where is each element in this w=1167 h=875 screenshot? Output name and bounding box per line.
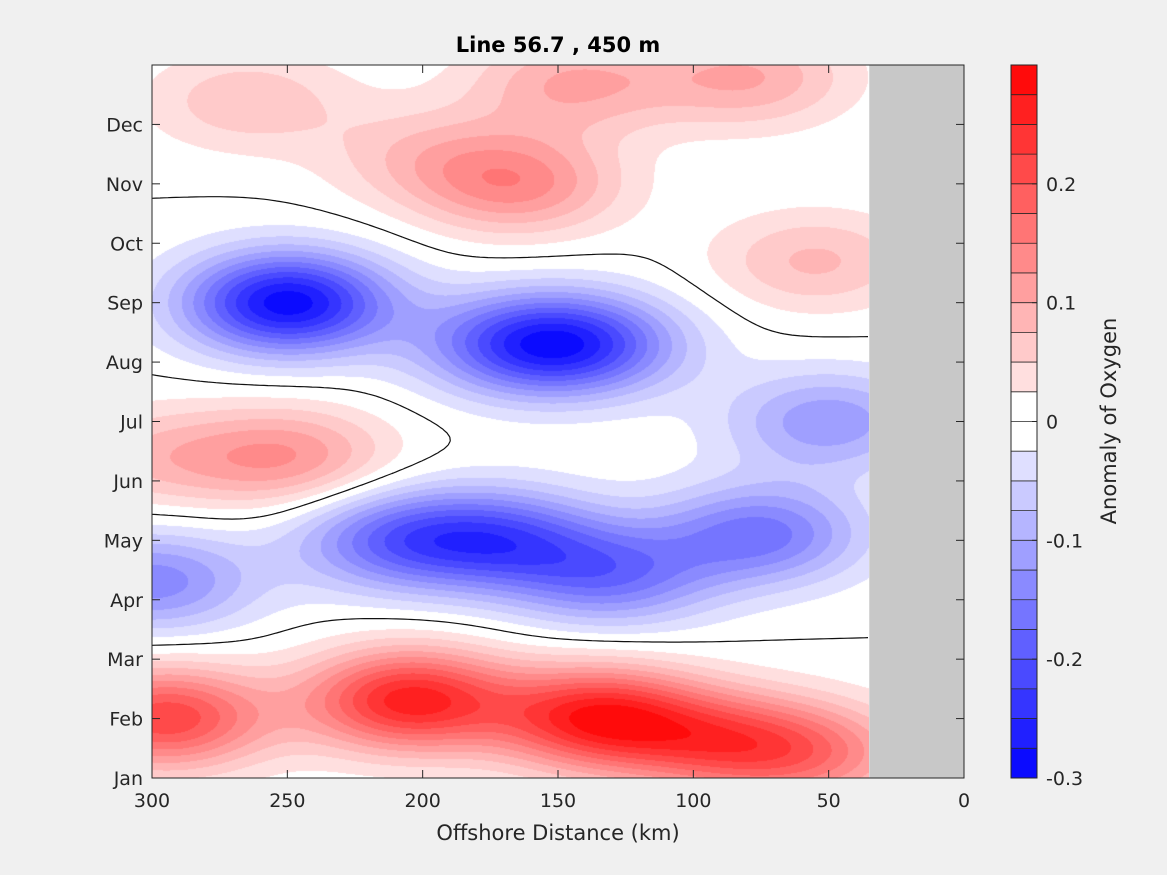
colorbar-band (1011, 688, 1037, 720)
colorbar-label: Anomaly of Oxygen (1097, 318, 1121, 525)
colorbar-band (1011, 362, 1037, 393)
x-axis: 300 250 200 150 100 50 0 (134, 65, 970, 812)
zero-contour-lines (152, 196, 869, 646)
y-tick-label: Apr (110, 590, 143, 612)
x-tick-label: 0 (958, 790, 970, 812)
x-tick-label: 250 (269, 790, 305, 812)
chart-title: Line 56.7 , 450 m (456, 33, 661, 57)
colorbar: -0.3 -0.2 -0.1 0 0.1 0.2 (1010, 64, 1083, 790)
x-tick-label: 150 (540, 790, 576, 812)
y-tick-label: Dec (106, 114, 143, 136)
colorbar-band (1011, 302, 1037, 333)
colorbar-band (1011, 510, 1037, 541)
y-tick-label: Nov (106, 174, 143, 196)
colorbar-band (1011, 599, 1037, 630)
y-tick-label: Jan (113, 768, 143, 790)
x-tick-label: 300 (134, 790, 170, 812)
colorbar-band (1011, 748, 1037, 779)
colorbar-band (1011, 243, 1037, 274)
colorbar-tick-label: -0.2 (1046, 649, 1083, 671)
colorbar-band (1011, 540, 1037, 571)
y-tick-label: May (104, 530, 143, 552)
colorbar-tick-label: 0 (1046, 412, 1058, 434)
colorbar-band (1011, 65, 1037, 96)
y-tick-label: Jun (112, 471, 143, 493)
colorbar-band (1011, 570, 1037, 601)
no-data-region (869, 65, 964, 778)
colorbar-band (1011, 124, 1037, 155)
zero-contour (152, 196, 869, 646)
colorbar-tick-label: 0.2 (1046, 174, 1076, 196)
anomaly-field (152, 65, 869, 778)
colorbar-band (1011, 451, 1037, 482)
colorbar-band (1011, 421, 1037, 452)
colorbar-band (1011, 480, 1037, 512)
y-axis: Jan Feb Mar Apr May Jun Jul Aug Sep Oct Nov Dec (104, 114, 964, 790)
y-tick-label: Jul (119, 412, 143, 434)
colorbar-band (1011, 154, 1037, 185)
y-tick-label: Sep (107, 293, 143, 315)
colorbar-band (1011, 272, 1037, 304)
y-tick-label: Oct (110, 233, 143, 255)
y-tick-label: Aug (106, 352, 143, 374)
colorbar-tick-label: -0.1 (1046, 530, 1083, 552)
colorbar-tick-label: -0.3 (1046, 768, 1083, 790)
x-axis-title: Offshore Distance (km) (436, 821, 679, 845)
y-tick-label: Mar (107, 649, 143, 671)
x-tick-label: 100 (675, 790, 711, 812)
colorbar-band (1011, 391, 1037, 422)
x-tick-label: 50 (817, 790, 841, 812)
colorbar-tick-label: 0.1 (1046, 293, 1076, 315)
colorbar-band (1011, 629, 1037, 660)
colorbar-band (1011, 659, 1037, 690)
colorbar-band (1011, 94, 1037, 125)
colorbar-band (1011, 332, 1037, 363)
colorbar-band (1011, 213, 1037, 244)
colorbar-band (1011, 183, 1037, 215)
x-tick-label: 200 (405, 790, 441, 812)
colorbar-band (1011, 718, 1037, 749)
y-tick-label: Feb (109, 709, 143, 731)
